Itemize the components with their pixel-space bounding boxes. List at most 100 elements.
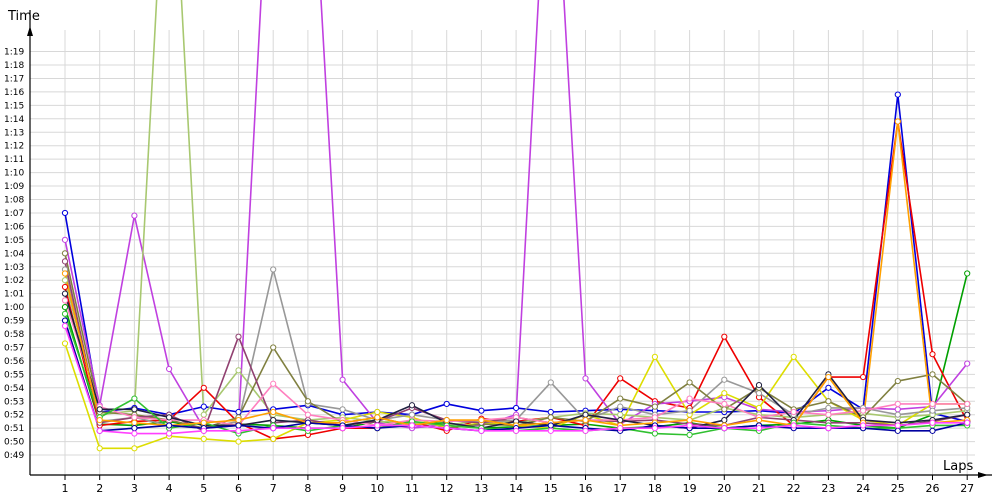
x-tick-label: 17 [613,482,627,495]
data-point [339,376,346,383]
data-point [374,408,381,416]
x-tick-label: 15 [544,482,558,495]
data-point [790,408,797,416]
data-point [304,398,311,405]
data-point [304,419,311,426]
data-point [825,425,832,432]
y-tick-label: 1:11 [4,155,24,165]
data-point [894,422,901,429]
data-point [547,427,554,434]
data-point [478,427,485,434]
y-tick-label: 1:02 [4,276,24,286]
data-point [651,425,659,432]
x-tick-label: 25 [891,482,905,495]
data-point [721,406,728,413]
data-point [929,400,936,408]
y-tick-label: 0:52 [4,411,24,421]
data-point [894,91,901,98]
data-point [61,277,69,284]
data-point [617,411,624,418]
data-point [235,416,242,424]
data-point [96,427,103,434]
data-point [825,404,832,412]
data-point [61,270,69,277]
x-tick-label: 2 [96,482,103,495]
y-tick-label: 1:03 [4,263,24,273]
data-point [235,422,242,429]
data-point [200,384,207,391]
data-point [860,373,867,381]
data-point [825,398,832,405]
data-point [964,419,971,426]
data-point [964,360,971,367]
data-point [270,344,277,351]
data-point [235,438,242,445]
data-point [96,406,103,413]
data-point [790,353,797,360]
data-point [721,333,728,340]
x-tick-label: 8 [304,482,311,495]
y-tick-label: 1:12 [4,142,24,152]
data-point [61,317,69,324]
y-tick-label: 1:05 [4,236,24,246]
data-point [374,414,381,421]
data-point [131,425,138,432]
data-point [235,367,242,374]
data-point [755,425,763,432]
data-point [686,416,693,424]
axes [27,10,992,478]
x-tick-label: 21 [752,482,766,495]
data-point [339,425,346,432]
data-point [894,118,901,125]
data-point [443,416,450,424]
data-point [61,209,69,217]
data-point [443,425,450,432]
data-point [61,258,69,265]
data-point [755,390,763,397]
x-tick-label: 13 [474,482,488,495]
data-point [929,351,936,358]
data-point [929,407,936,414]
data-point [894,406,901,413]
y-tick-label: 1:19 [4,48,24,58]
data-point [513,427,520,434]
y-tick-label: 1:17 [4,74,24,84]
data-point [235,427,242,434]
y-tick-label: 0:54 [4,384,24,394]
x-tick-label: 18 [648,482,662,495]
data-point [131,395,138,402]
data-point [721,376,728,383]
x-tick-label: 23 [821,482,835,495]
data-point [270,380,277,387]
data-point [686,422,693,429]
data-point [96,416,103,424]
x-tick-label: 7 [270,482,277,495]
data-point [894,377,901,385]
data-point [200,427,207,434]
data-point [651,403,659,410]
data-point [860,422,867,429]
y-axis-title: Time [7,9,40,24]
data-point [755,416,763,424]
x-tick-label: 1 [62,482,69,495]
y-tick-label: 0:50 [4,438,24,448]
data-point [235,333,242,340]
data-point [686,431,693,438]
data-point [651,430,659,437]
data-point [582,427,589,434]
data-point [200,411,207,418]
y-tick-label: 1:13 [4,128,24,138]
data-point [131,414,138,421]
data-point [929,371,936,378]
y-tick-label: 1:06 [4,222,24,232]
data-point [61,236,69,243]
x-tick-label: 5 [200,482,207,495]
y-tick-label: 1:00 [4,303,24,313]
data-point [374,422,381,429]
y-axis-arrow [27,26,33,36]
x-tick-label: 27 [960,482,974,495]
x-tick-label: 10 [370,482,384,495]
data-point [894,427,901,434]
data-point [61,322,69,330]
data-point [617,403,624,410]
